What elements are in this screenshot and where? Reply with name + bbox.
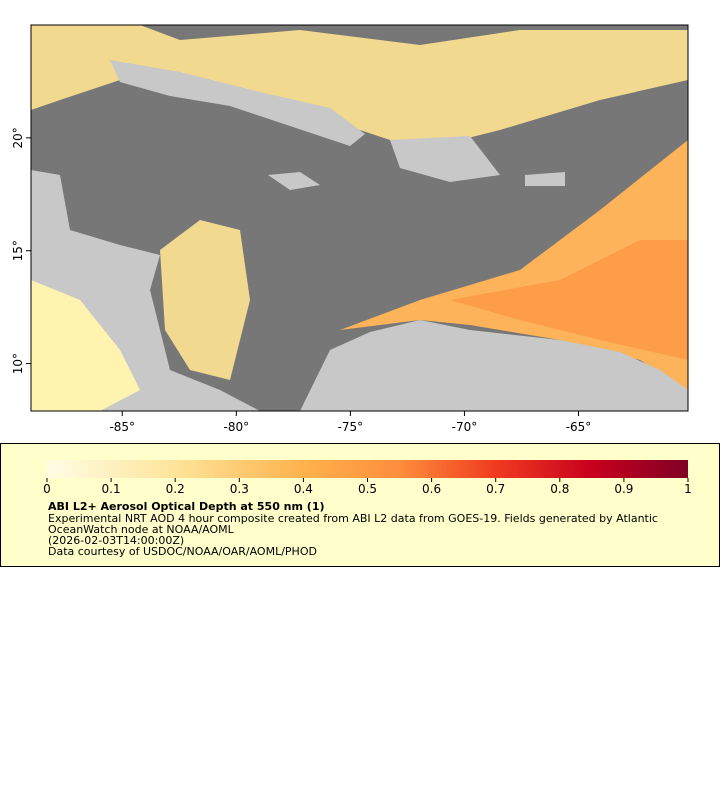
- colorbar-tick-label: 1: [684, 482, 692, 496]
- y-tick-label: 15°: [11, 240, 25, 261]
- colorbar-tick-label: 0.2: [166, 482, 185, 496]
- colorbar-tick-label: 0.3: [230, 482, 249, 496]
- legend-line: (2026-02-03T14:00:00Z): [48, 534, 184, 547]
- map-image: [31, 25, 688, 411]
- legend-line: Data courtesy of USDOC/NOAA/OAR/AOML/PHO…: [48, 545, 317, 558]
- colorbar: [47, 460, 688, 478]
- x-tick-label: -80°: [224, 420, 250, 434]
- y-tick-label: 20°: [11, 127, 25, 148]
- y-tick-label: 10°: [11, 353, 25, 374]
- map-frame: [30, 24, 689, 412]
- colorbar-tick-label: 0.4: [294, 482, 313, 496]
- legend-title: ABI L2+ Aerosol Optical Depth at 550 nm …: [48, 500, 325, 513]
- x-tick-label: -70°: [452, 420, 478, 434]
- colorbar-tick-label: 0: [43, 482, 51, 496]
- colorbar-tick-label: 0.8: [550, 482, 569, 496]
- colorbar-tick-label: 0.9: [614, 482, 633, 496]
- colorbar-tick-label: 0.1: [102, 482, 121, 496]
- x-tick-label: -65°: [566, 420, 592, 434]
- colorbar-tick-label: 0.6: [422, 482, 441, 496]
- x-tick-label: -85°: [109, 420, 135, 434]
- x-tick-label: -75°: [338, 420, 364, 434]
- legend-line: OceanWatch node at NOAA/AOML: [48, 523, 235, 536]
- legend-line: Experimental NRT AOD 4 hour composite cr…: [48, 512, 658, 525]
- colorbar-tick-label: 0.5: [358, 482, 377, 496]
- colorbar-tick-label: 0.7: [486, 482, 505, 496]
